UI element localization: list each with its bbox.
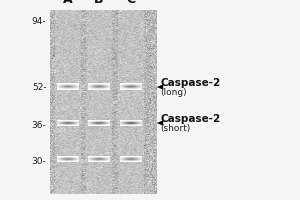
Text: Caspase-2: Caspase-2 [160,114,221,124]
Text: Caspase-2: Caspase-2 [160,78,221,88]
Text: 30-: 30- [32,156,46,166]
Polygon shape [157,120,163,126]
Text: 36-: 36- [32,120,46,130]
Text: A: A [63,0,72,6]
Text: (short): (short) [160,123,191,132]
Text: 52-: 52- [32,83,46,92]
Text: 94-: 94- [32,18,46,26]
Text: (long): (long) [160,88,187,97]
Polygon shape [157,84,163,90]
Text: C: C [126,0,135,6]
Text: B: B [94,0,104,6]
